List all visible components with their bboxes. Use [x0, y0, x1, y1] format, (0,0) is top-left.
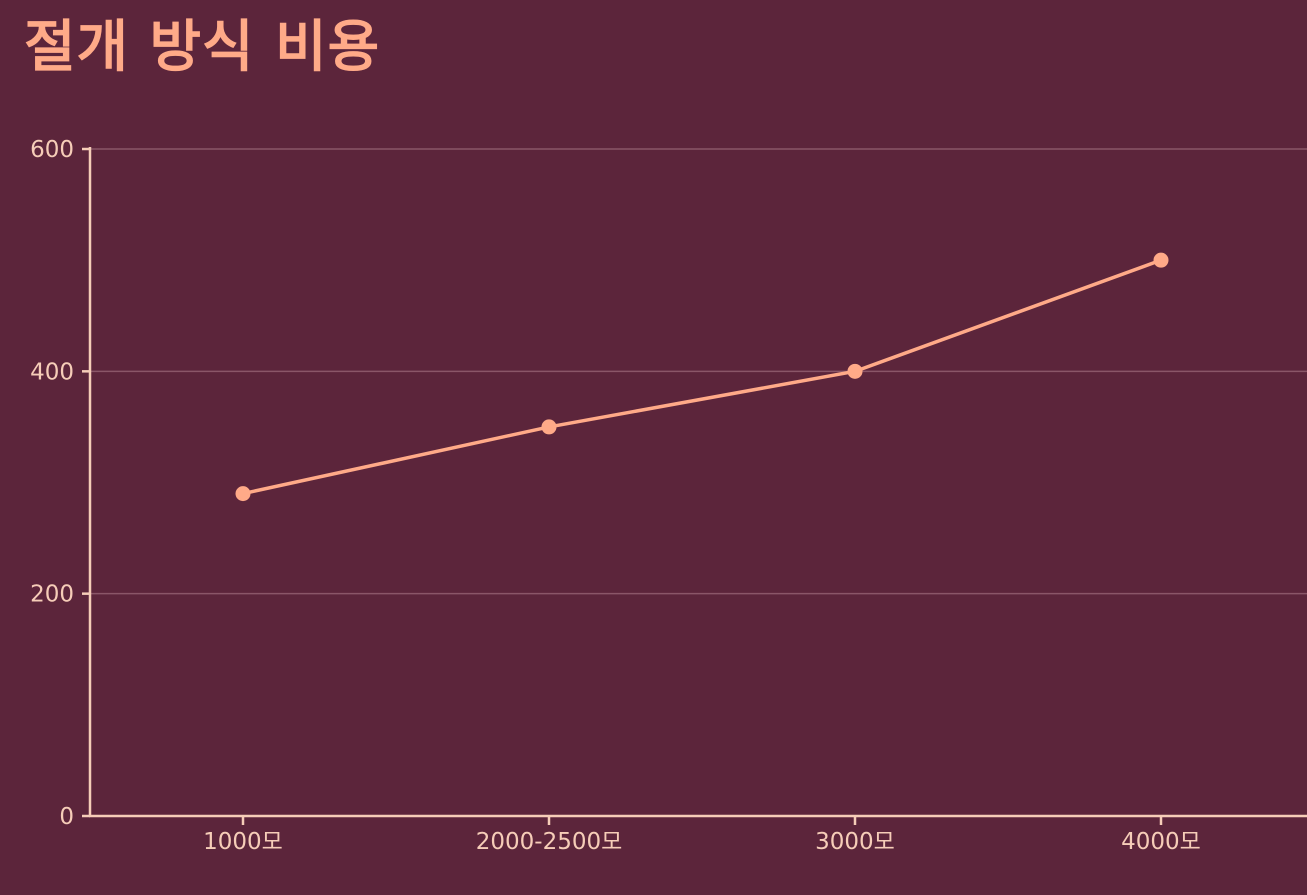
y-tick-label-600: 600 [30, 137, 74, 163]
x-tick-label-2: 3000모 [815, 829, 895, 855]
y-tick-label-200: 200 [30, 582, 74, 608]
chart-title: 절개 방식 비용 [24, 15, 381, 80]
data-point-0-1 [541, 419, 557, 435]
x-tick-label-3: 4000모 [1121, 829, 1201, 855]
series-line-0 [242, 258, 1162, 496]
data-point-0-0 [235, 486, 251, 502]
data-point-0-3 [1153, 252, 1169, 268]
data-point-0-2 [847, 363, 863, 379]
x-tick-label-1: 2000-2500모 [476, 829, 623, 855]
y-tick-label-0: 0 [59, 804, 74, 830]
x-tick-label-0: 1000모 [203, 829, 283, 855]
y-tick-label-400: 400 [30, 359, 74, 385]
